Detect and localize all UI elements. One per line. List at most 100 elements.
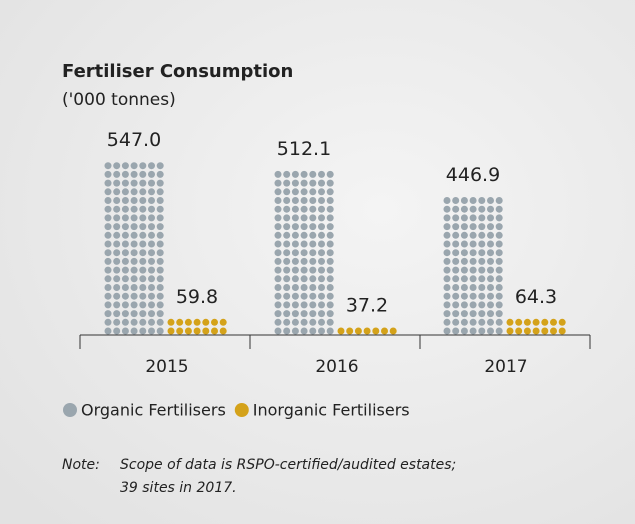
dot <box>452 310 460 318</box>
dot <box>139 162 147 170</box>
dot <box>318 249 325 257</box>
dot-bar <box>274 170 334 335</box>
dot <box>443 214 451 222</box>
dot <box>156 205 164 213</box>
dot <box>469 301 477 309</box>
dot <box>443 318 451 326</box>
dot <box>452 197 460 204</box>
dot <box>274 179 282 187</box>
dot <box>283 257 291 265</box>
dot <box>452 275 460 283</box>
dot <box>283 318 291 326</box>
dot <box>148 205 155 213</box>
dot <box>148 301 155 309</box>
dot <box>104 188 112 196</box>
dot <box>148 318 155 326</box>
dot <box>326 170 334 178</box>
legend-marker <box>234 403 249 417</box>
dot <box>443 292 451 300</box>
dot <box>167 318 175 326</box>
value-label: 446.9 <box>446 164 500 186</box>
dot <box>139 292 147 300</box>
dot <box>452 318 460 326</box>
dot <box>309 257 317 265</box>
dot <box>283 275 291 283</box>
dot <box>318 214 325 222</box>
dot <box>156 231 164 239</box>
dot <box>469 266 477 274</box>
value-label: 59.8 <box>176 286 218 308</box>
dot <box>139 249 147 257</box>
dot <box>469 257 477 265</box>
dot <box>104 205 112 213</box>
dot <box>443 275 451 283</box>
dot <box>478 266 486 274</box>
dot <box>478 327 486 335</box>
dot <box>469 223 477 231</box>
dot <box>148 266 155 274</box>
dot <box>291 240 299 248</box>
dot <box>283 249 291 257</box>
dot <box>121 223 129 231</box>
dot <box>443 284 451 291</box>
dot <box>121 310 129 318</box>
dot <box>478 284 486 291</box>
dot <box>300 249 308 257</box>
dot <box>495 197 503 204</box>
dot <box>104 266 112 274</box>
dot <box>318 179 325 187</box>
dot <box>291 231 299 239</box>
dot <box>130 240 138 248</box>
dot <box>113 327 121 335</box>
dot <box>211 318 218 326</box>
dot <box>291 214 299 222</box>
dot <box>274 292 282 300</box>
dot <box>495 249 503 257</box>
dot <box>309 292 317 300</box>
dot <box>176 327 184 335</box>
dot <box>318 223 325 231</box>
dot-bar <box>506 318 566 335</box>
dot <box>113 310 121 318</box>
dot <box>460 205 468 213</box>
dot <box>283 292 291 300</box>
dot <box>148 327 155 335</box>
dot <box>283 310 291 318</box>
dot <box>113 197 121 204</box>
dot <box>156 327 164 335</box>
dot <box>443 223 451 231</box>
dot <box>139 301 147 309</box>
dot <box>274 257 282 265</box>
x-tick-label: 2017 <box>484 357 527 377</box>
dot <box>274 266 282 274</box>
dot <box>318 310 325 318</box>
dot <box>443 257 451 265</box>
dot <box>487 223 494 231</box>
dot <box>523 318 531 326</box>
dot <box>487 231 494 239</box>
dot <box>139 197 147 204</box>
dot <box>130 257 138 265</box>
note-line: Scope of data is RSPO-certified/audited … <box>120 457 456 473</box>
dot <box>139 188 147 196</box>
dot <box>148 249 155 257</box>
dot <box>318 292 325 300</box>
dot <box>167 327 175 335</box>
dot <box>487 310 494 318</box>
dot <box>541 327 549 335</box>
dot <box>113 266 121 274</box>
dot <box>139 310 147 318</box>
dot <box>104 240 112 248</box>
dot-bar <box>443 197 503 335</box>
dot <box>121 249 129 257</box>
dot <box>113 162 121 170</box>
dot <box>274 327 282 335</box>
dot <box>469 318 477 326</box>
dot <box>541 318 549 326</box>
dot <box>104 327 112 335</box>
dot <box>452 223 460 231</box>
dot <box>104 162 112 170</box>
dot <box>283 214 291 222</box>
dot <box>558 327 566 335</box>
dot <box>515 327 523 335</box>
